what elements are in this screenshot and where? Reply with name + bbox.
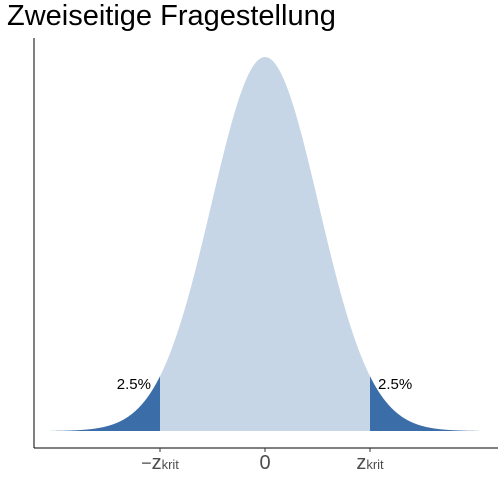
right-tail-area: [370, 376, 480, 431]
chart-title: Zweiseitige Fragestellung: [7, 0, 336, 32]
x-tick-label: 0: [259, 452, 270, 474]
right-tail-label: 2.5%: [378, 376, 412, 393]
x-tick-label: zkrit: [356, 452, 384, 474]
left-tail-area: [50, 376, 160, 431]
x-tick-label: −zkrit: [141, 452, 179, 474]
x-axis-ticks: −zkrit 0 zkrit: [141, 448, 384, 474]
left-tail-label: 2.5%: [117, 376, 151, 393]
central-region-area: [160, 57, 370, 431]
